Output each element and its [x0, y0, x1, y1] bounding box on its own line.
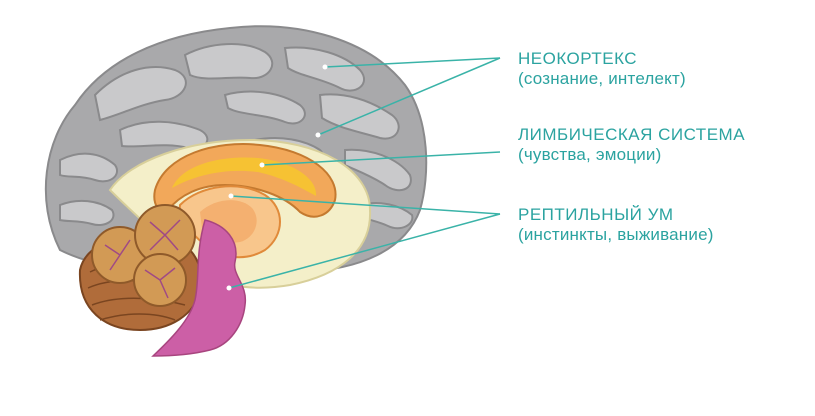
leader-line-reptilian-lower [228, 213, 501, 289]
anchor-dot [315, 132, 321, 138]
reptilian-label: РЕПТИЛЬНЫЙ УМ (инстинкты, выживание) [518, 205, 714, 246]
brainstem [151, 219, 247, 357]
reptilian-title: РЕПТИЛЬНЫЙ УМ [518, 205, 674, 224]
anchor-dot [322, 64, 328, 70]
leader-lines [228, 57, 501, 289]
limbic-title: ЛИМБИЧЕСКАЯ СИСТЕМА [518, 125, 746, 144]
limbic-subtitle: (чувства, эмоции) [518, 145, 662, 165]
anchor-dot [226, 285, 232, 291]
neocortex-subtitle: (сознание, интелект) [518, 69, 686, 89]
leader-line-neocortex-lower [317, 57, 501, 136]
leader-line-limbic [261, 151, 501, 166]
anchor-dots [226, 64, 328, 291]
reptilian-subtitle: (инстинкты, выживание) [518, 225, 714, 245]
neocortex-title: НЕОКОРТЕКС [518, 49, 638, 68]
limbic-label: ЛИМБИЧЕСКАЯ СИСТЕМА (чувства, эмоции) [518, 125, 745, 166]
cerebellum [78, 204, 202, 332]
neocortex-label: НЕОКОРТЕКС (сознание, интелект) [518, 49, 686, 90]
leader-line-reptilian-upper [230, 195, 501, 215]
anchor-dot [228, 193, 234, 199]
anchor-dot [259, 162, 265, 168]
leader-line-neocortex-upper [324, 57, 501, 68]
